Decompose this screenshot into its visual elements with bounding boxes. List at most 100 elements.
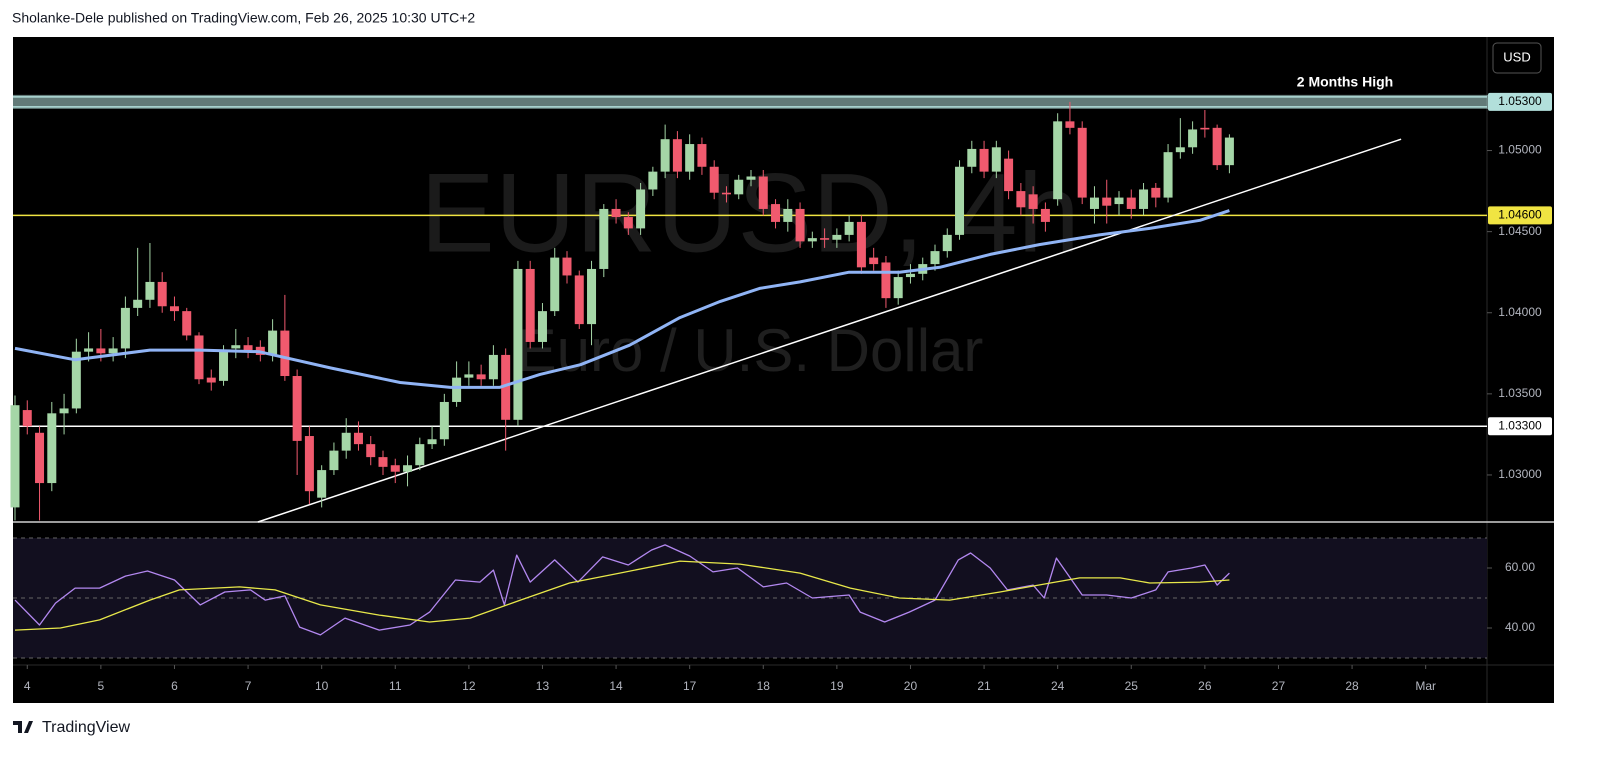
- candle-body: [206, 377, 216, 383]
- currency-button[interactable]: [1492, 42, 1542, 74]
- candle-body: [243, 345, 253, 351]
- candle-body: [550, 257, 560, 312]
- level-label: 1.03300: [1498, 418, 1542, 432]
- candle-body: [71, 351, 81, 409]
- y-tick-label: 40.00: [1505, 620, 1535, 634]
- level-label-box: [1488, 206, 1552, 225]
- x-tick-label: 20: [904, 679, 918, 693]
- candle-body: [636, 189, 646, 229]
- candle-body: [869, 257, 879, 265]
- candle-body: [182, 311, 192, 336]
- candle-body: [820, 238, 830, 240]
- candle-body: [537, 311, 547, 342]
- candle-body: [1224, 137, 1234, 166]
- x-tick-label: 27: [1272, 679, 1286, 693]
- footer: TradingView: [42, 719, 130, 736]
- candle-body: [476, 374, 486, 380]
- candle-body: [268, 330, 278, 355]
- currency-label[interactable]: USD: [1503, 49, 1530, 64]
- candle-body: [366, 444, 376, 458]
- candle-body: [721, 192, 731, 195]
- candle-body: [280, 330, 290, 377]
- candle-body: [304, 436, 314, 492]
- indicator-line: [14, 560, 1230, 631]
- candle-body: [231, 345, 241, 349]
- candle-body: [562, 257, 572, 276]
- candle-body: [955, 166, 965, 235]
- candle-body: [697, 144, 707, 167]
- moving-average: [14, 209, 1230, 389]
- candle-body: [96, 348, 106, 354]
- candle-body: [10, 405, 20, 508]
- y-tick-label: 1.04500: [1498, 224, 1542, 238]
- candle-body: [1139, 189, 1149, 209]
- candle-body: [464, 374, 474, 378]
- candle-body: [120, 307, 130, 349]
- candle-body: [1188, 129, 1198, 148]
- candle-body: [1028, 194, 1038, 209]
- watermark-subtitle: Euro / U.S. Dollar: [517, 317, 984, 384]
- candle-body: [22, 410, 32, 427]
- candle-body: [194, 335, 204, 380]
- candle-body: [648, 171, 658, 190]
- watermark: EURUSD, 4h Euro / U.S. Dollar: [420, 151, 1080, 384]
- candle-body: [672, 139, 682, 172]
- candle-body: [1212, 127, 1222, 166]
- x-tick-label: Mar: [1415, 679, 1436, 693]
- candle-body: [501, 354, 511, 420]
- candle-body: [967, 148, 977, 167]
- candle-body: [513, 268, 523, 420]
- candle-body: [329, 450, 339, 471]
- level-label: 1.04600: [1498, 208, 1542, 222]
- x-tick-label: 17: [683, 679, 697, 693]
- candle-body: [930, 251, 940, 265]
- candle-body: [157, 281, 167, 307]
- candle-body: [1126, 197, 1136, 209]
- candle-body: [390, 465, 400, 472]
- candle-body: [758, 176, 768, 209]
- candle-body: [1200, 127, 1210, 130]
- candle-body: [59, 408, 69, 414]
- x-tick-label: 6: [171, 679, 178, 693]
- candle-body: [807, 238, 817, 242]
- candle-body: [905, 273, 915, 278]
- candle-body: [47, 413, 57, 484]
- x-tick-label: 26: [1198, 679, 1212, 693]
- x-tick-label: 21: [977, 679, 991, 693]
- candle-body: [317, 470, 327, 498]
- candle-body: [832, 234, 842, 240]
- candle-body: [660, 139, 670, 172]
- candle-body: [292, 376, 302, 441]
- level-band: [13, 94, 1489, 109]
- candle-body: [881, 262, 891, 299]
- x-tick-label: 25: [1125, 679, 1139, 693]
- candle-body: [219, 350, 229, 381]
- candle-body: [108, 348, 118, 354]
- candle-body: [35, 432, 45, 484]
- candle-body: [795, 208, 805, 242]
- candle-body: [1040, 208, 1050, 222]
- x-tick-label: 19: [830, 679, 844, 693]
- level-label: 1.05300: [1498, 94, 1542, 108]
- candle-body: [574, 275, 584, 325]
- candle-body: [427, 439, 437, 445]
- candle-body: [746, 176, 756, 180]
- candle-body: [84, 348, 94, 352]
- y-tick-label: 1.04000: [1498, 305, 1542, 319]
- y-tick-label: 1.03500: [1498, 386, 1542, 400]
- x-tick-label: 5: [98, 679, 105, 693]
- candle-body: [1065, 121, 1075, 128]
- watermark-title: EURUSD, 4h: [420, 151, 1080, 276]
- x-tick-label: 12: [462, 679, 476, 693]
- trendline: [257, 138, 1402, 523]
- candle-body: [771, 204, 781, 222]
- x-tick-label: 10: [315, 679, 329, 693]
- header: Sholanke-Dele published on TradingView.c…: [12, 10, 475, 26]
- candle-body: [378, 457, 388, 467]
- candle-body: [452, 377, 462, 402]
- candle-body: [353, 432, 363, 445]
- candle-body: [525, 268, 535, 342]
- candle-body: [856, 221, 866, 268]
- candle-body: [623, 217, 633, 229]
